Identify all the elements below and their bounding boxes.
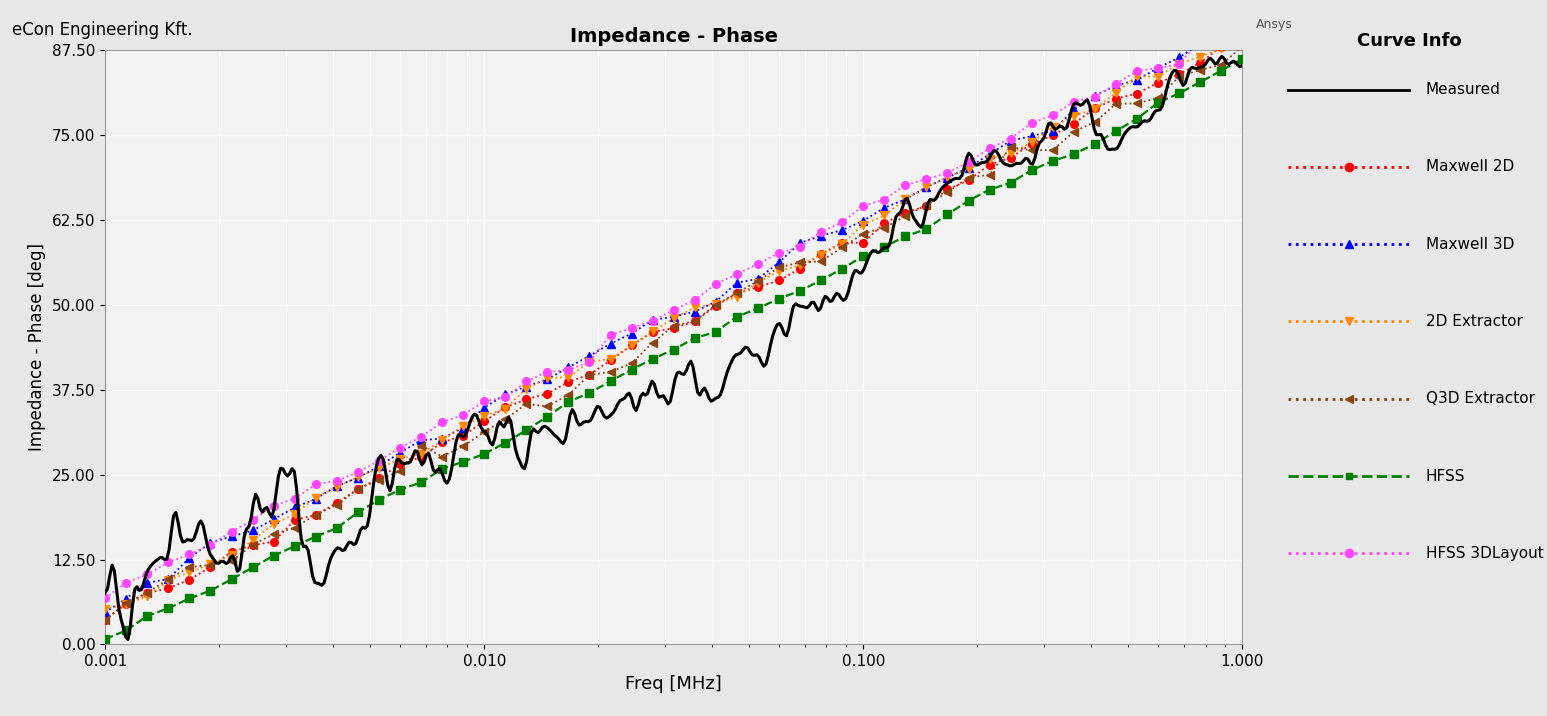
Text: Ansys: Ansys xyxy=(1256,18,1293,31)
Text: HFSS 3DLayout: HFSS 3DLayout xyxy=(1426,546,1544,561)
Text: eCon Engineering Kft.: eCon Engineering Kft. xyxy=(12,21,193,39)
Y-axis label: Impedance - Phase [deg]: Impedance - Phase [deg] xyxy=(28,243,46,451)
Text: Measured: Measured xyxy=(1426,82,1501,97)
Text: Q3D Extractor: Q3D Extractor xyxy=(1426,392,1535,406)
Text: Curve Info: Curve Info xyxy=(1357,32,1462,50)
X-axis label: Freq [MHz]: Freq [MHz] xyxy=(625,674,722,692)
Text: Maxwell 2D: Maxwell 2D xyxy=(1426,160,1515,174)
Text: HFSS: HFSS xyxy=(1426,469,1465,483)
Text: Maxwell 3D: Maxwell 3D xyxy=(1426,237,1515,251)
Title: Impedance - Phase: Impedance - Phase xyxy=(569,26,778,46)
Text: 2D Extractor: 2D Extractor xyxy=(1426,314,1522,329)
